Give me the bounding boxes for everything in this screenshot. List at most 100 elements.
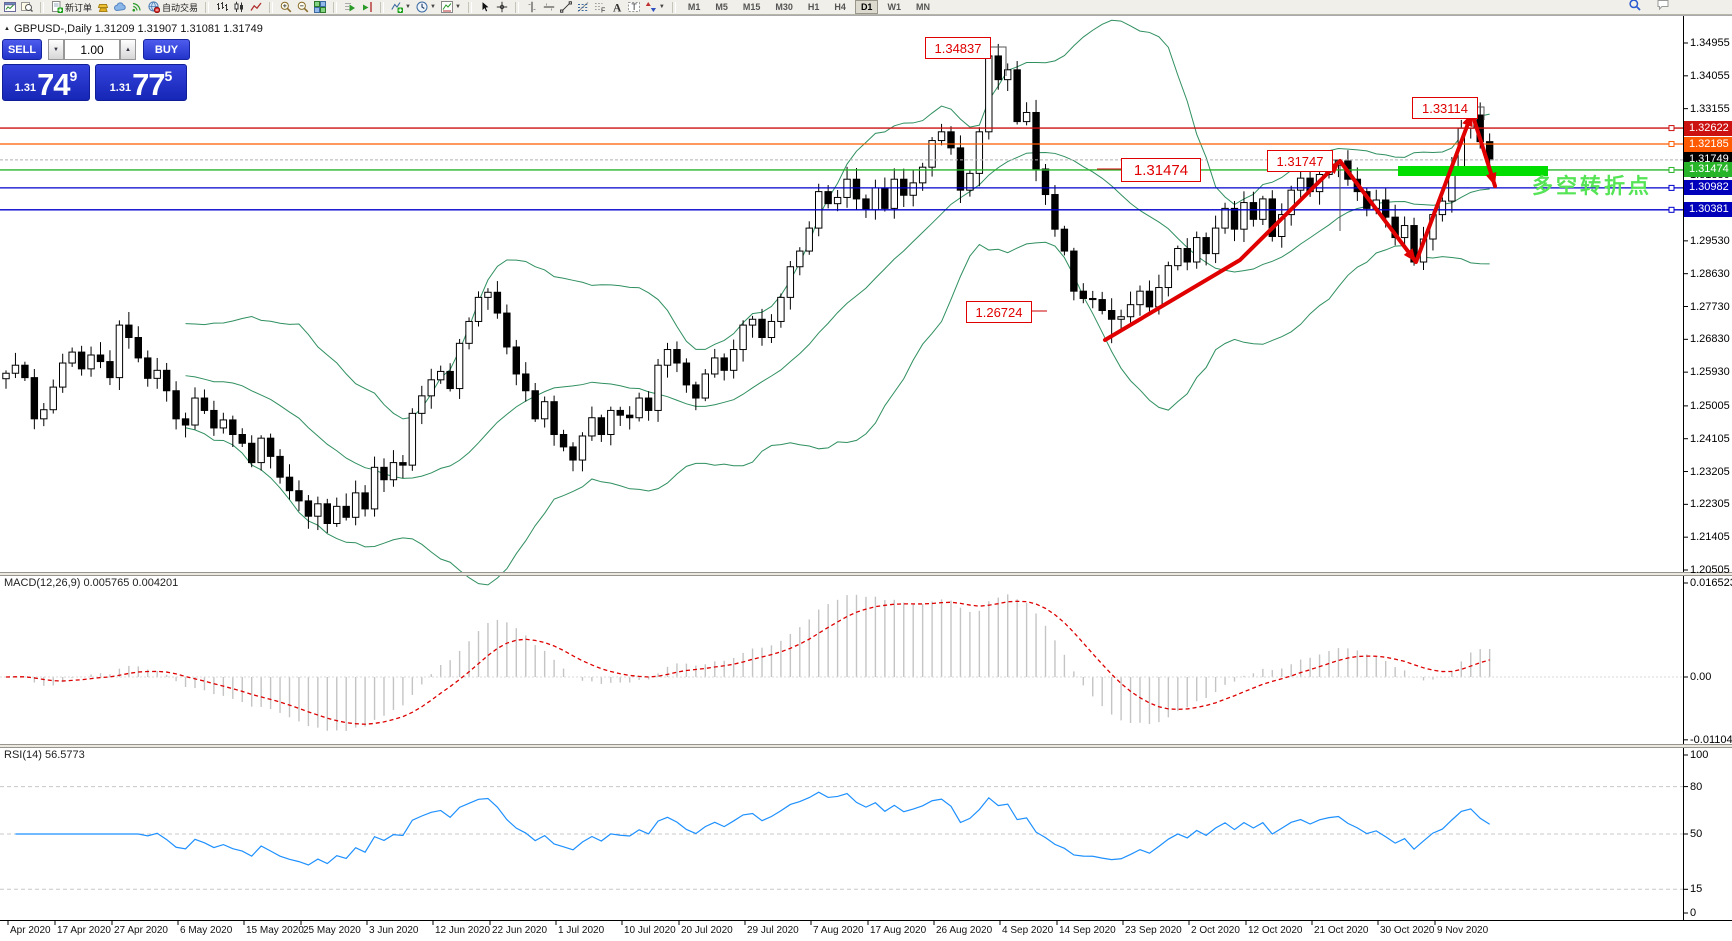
- search-icon[interactable]: [1629, 0, 1641, 16]
- date-label: 27 Apr 2020: [114, 925, 168, 936]
- horizontal-line-button[interactable]: [542, 1, 556, 14]
- timeframe-m15-button[interactable]: M15: [742, 2, 761, 12]
- text-button[interactable]: A: [610, 1, 624, 14]
- auto-scroll-button[interactable]: [343, 1, 357, 14]
- chart-collapse-icon[interactable]: ▲: [4, 26, 10, 32]
- trend-line-button[interactable]: [559, 1, 573, 14]
- toolbar-separator: [380, 1, 385, 13]
- templates-button[interactable]: ▼: [440, 1, 462, 14]
- volume-increase-button[interactable]: ▲: [120, 39, 136, 60]
- indicators-dropdown-arrow-icon[interactable]: ▼: [405, 4, 411, 10]
- price-callout[interactable]: 1.34837: [925, 37, 991, 59]
- chart-window-button[interactable]: [3, 1, 17, 14]
- timeframe-m1-button[interactable]: M1: [687, 2, 701, 12]
- crosshair-icon: [496, 1, 508, 13]
- fibonacci-fan-icon: F: [594, 1, 606, 13]
- templates-dropdown-arrow-icon[interactable]: ▼: [454, 4, 461, 10]
- green-highlight-bar[interactable]: [1398, 166, 1548, 176]
- chat-icon[interactable]: [1657, 0, 1669, 16]
- indicators-icon: [391, 1, 404, 13]
- mql5-cloud-button[interactable]: [113, 1, 127, 14]
- market-watch-button[interactable]: [20, 1, 34, 14]
- horizontal-line-objects[interactable]: [0, 125, 1683, 213]
- timeframe-h1-button[interactable]: H1: [807, 2, 820, 12]
- date-label: 3 Jun 2020: [369, 925, 419, 936]
- mql5-cloud-icon: [114, 1, 126, 13]
- gold-button[interactable]: [96, 1, 110, 14]
- date-label: 7 Aug 2020: [813, 925, 864, 936]
- price-callout[interactable]: 1.33114: [1412, 97, 1478, 119]
- fibonacci-fan-button[interactable]: F: [593, 1, 607, 14]
- timeframe-w1-button[interactable]: W1: [887, 2, 901, 12]
- timeframe-mn-button[interactable]: MN: [915, 2, 930, 12]
- buy-price-display[interactable]: 1.31 77 5: [95, 64, 187, 101]
- timeframe-m30-button[interactable]: M30: [775, 2, 793, 12]
- arrows-button[interactable]: ▼: [644, 1, 666, 14]
- toolbar-separator: [671, 1, 676, 13]
- cursor-button[interactable]: [478, 1, 492, 14]
- price-tick: 1.23205: [1690, 465, 1730, 478]
- rsi-indicator: [0, 786, 1683, 890]
- price-callout[interactable]: 1.26724: [966, 301, 1032, 323]
- rsi-pane-splitter[interactable]: [0, 744, 1732, 748]
- periods-button[interactable]: ▼: [415, 1, 437, 14]
- timeframe-d1-button[interactable]: D1: [854, 0, 879, 14]
- periods-icon: [416, 1, 428, 13]
- date-label: 9 Nov 2020: [1437, 925, 1489, 936]
- price-tick: 1.21405: [1690, 531, 1730, 544]
- macd-signal-line: [5, 600, 1490, 725]
- volume-input[interactable]: 1.00: [64, 39, 120, 60]
- rsi-scale-tick: 0: [1690, 907, 1697, 919]
- toolbar-separator: [514, 1, 519, 13]
- sell-price-display[interactable]: 1.31 74 9: [2, 64, 90, 101]
- toolbar-separator: [205, 1, 210, 13]
- zoom-out-button[interactable]: [296, 1, 310, 14]
- fibonacci-button[interactable]: [576, 1, 590, 14]
- price-tick: 1.25005: [1690, 399, 1730, 412]
- tile-windows-button[interactable]: [313, 1, 327, 14]
- candlestick-chart-button[interactable]: [232, 1, 246, 14]
- date-label: 17 Aug 2020: [870, 925, 927, 936]
- new-order-button[interactable]: 新订单: [50, 1, 93, 14]
- buy-button[interactable]: BUY: [143, 39, 190, 60]
- macd-scale-tick: -0.011044: [1690, 733, 1732, 746]
- sell-button[interactable]: SELL: [2, 39, 42, 60]
- signal-button[interactable]: [130, 1, 144, 14]
- arrows-icon: [645, 1, 657, 13]
- line-chart-icon: [250, 1, 262, 13]
- chart-shift-button[interactable]: [360, 1, 374, 14]
- price-callout[interactable]: 1.31474: [1121, 158, 1201, 182]
- price-tag: 1.32185: [1684, 136, 1732, 152]
- rsi-label: RSI(14) 56.5773: [4, 749, 85, 761]
- price-tick: 1.20505: [1690, 564, 1730, 576]
- rsi-scale-tick: 50: [1690, 828, 1703, 840]
- indicators-button[interactable]: ▼: [390, 1, 412, 14]
- chart-window-icon: [4, 1, 16, 13]
- rsi-line: [15, 791, 1490, 866]
- chart-note-text[interactable]: 多空转折点: [1532, 175, 1652, 198]
- periods-dropdown-arrow-icon[interactable]: ▼: [429, 4, 436, 10]
- bar-chart-button[interactable]: [215, 1, 229, 14]
- text-icon: A: [611, 1, 623, 14]
- text-label-button[interactable]: T: [627, 1, 641, 14]
- timeframe-h4-button[interactable]: H4: [834, 2, 846, 12]
- timeframe-m5-button[interactable]: M5: [715, 2, 728, 12]
- date-label: 12 Jun 2020: [435, 925, 491, 936]
- rsi-scale-tick: 15: [1690, 883, 1703, 896]
- volume-decrease-button[interactable]: ▼: [48, 39, 64, 60]
- arrows-dropdown-arrow-icon[interactable]: ▼: [658, 4, 665, 10]
- trend-arrows[interactable]: [1103, 111, 1497, 342]
- zoom-in-button[interactable]: [279, 1, 293, 14]
- vertical-line-icon: [526, 1, 538, 13]
- vertical-line-button[interactable]: [525, 1, 539, 14]
- crosshair-button[interactable]: [495, 1, 509, 14]
- cursor-icon: [479, 1, 491, 13]
- autotrading-button[interactable]: 自动交易: [147, 1, 199, 14]
- macd-pane-splitter[interactable]: [0, 572, 1732, 576]
- gold-icon: [97, 1, 109, 13]
- trend-line-icon: [559, 1, 572, 13]
- buy-price-big: 77: [132, 67, 165, 102]
- price-callout[interactable]: 1.31747: [1267, 150, 1333, 172]
- line-chart-button[interactable]: [249, 1, 263, 14]
